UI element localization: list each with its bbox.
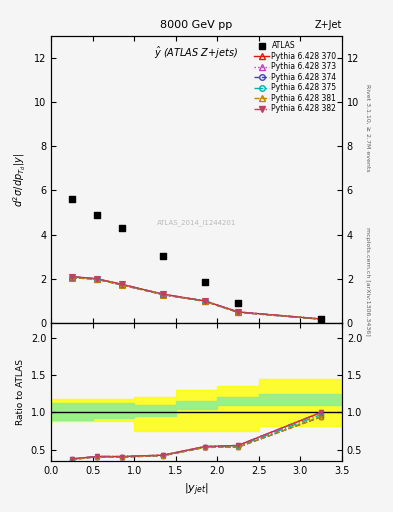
- Text: Z+Jet: Z+Jet: [314, 20, 342, 30]
- Y-axis label: $d^2\sigma/dp_{T_d}|y|$: $d^2\sigma/dp_{T_d}|y|$: [11, 152, 28, 206]
- Point: [160, 251, 166, 260]
- Point: [94, 210, 100, 219]
- Text: $\hat{y}$ (ATLAS Z+jets): $\hat{y}$ (ATLAS Z+jets): [154, 45, 239, 60]
- Text: Rivet 3.1.10, ≥ 2.7M events: Rivet 3.1.10, ≥ 2.7M events: [365, 84, 371, 172]
- Y-axis label: Ratio to ATLAS: Ratio to ATLAS: [16, 359, 25, 425]
- Legend: ATLAS, Pythia 6.428 370, Pythia 6.428 373, Pythia 6.428 374, Pythia 6.428 375, P: ATLAS, Pythia 6.428 370, Pythia 6.428 37…: [252, 39, 338, 115]
- Text: 8000 GeV pp: 8000 GeV pp: [160, 20, 233, 30]
- Point: [235, 299, 241, 307]
- Point: [202, 278, 208, 286]
- Text: ATLAS_2014_I1244201: ATLAS_2014_I1244201: [157, 219, 236, 226]
- Point: [119, 224, 125, 232]
- Text: mcplots.cern.ch [arXiv:1306.3436]: mcplots.cern.ch [arXiv:1306.3436]: [365, 227, 371, 336]
- Point: [318, 315, 324, 323]
- X-axis label: $|y_{jet}|$: $|y_{jet}|$: [184, 481, 209, 498]
- Point: [69, 195, 75, 203]
